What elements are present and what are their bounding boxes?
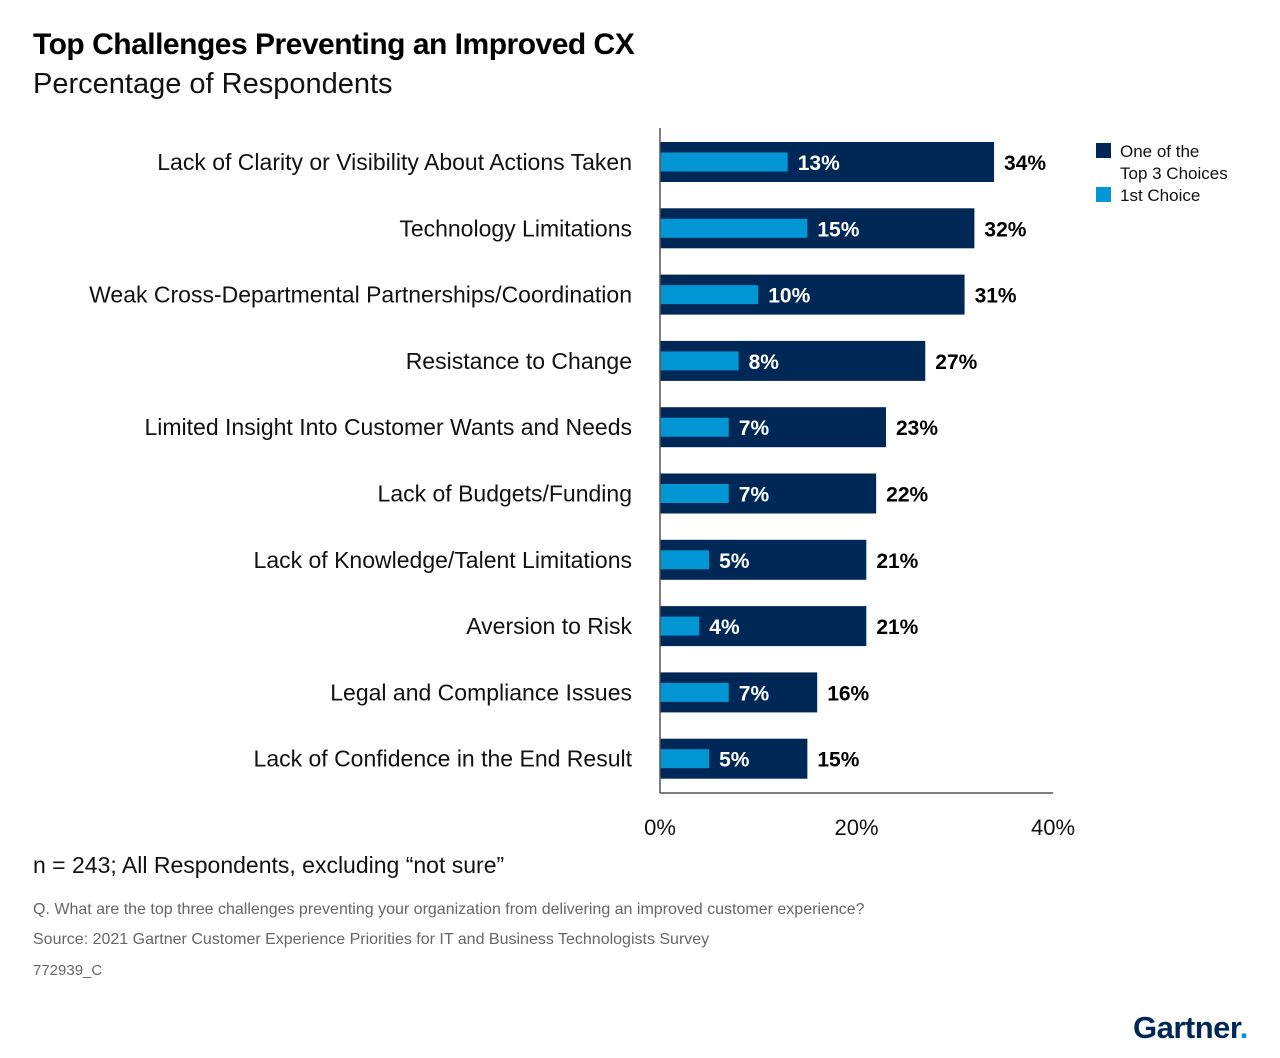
category-label: Lack of Clarity or Visibility About Acti… bbox=[157, 149, 632, 175]
top3-value-label: 34% bbox=[1004, 152, 1046, 175]
survey-question: Q. What are the top three challenges pre… bbox=[33, 901, 865, 918]
top3-value-label: 15% bbox=[817, 749, 859, 772]
first-choice-value-label: 7% bbox=[739, 484, 770, 507]
category-label: Resistance to Change bbox=[406, 348, 632, 374]
bar-first-choice bbox=[660, 152, 788, 172]
legend-swatch-first-choice bbox=[1096, 187, 1111, 202]
x-tick-label: 20% bbox=[834, 815, 878, 840]
bar-first-choice bbox=[660, 417, 729, 437]
bar-first-choice bbox=[660, 484, 729, 503]
top3-value-label: 16% bbox=[827, 682, 869, 705]
top3-value-label: 21% bbox=[876, 616, 918, 639]
legend-swatch-top3 bbox=[1096, 143, 1111, 158]
first-choice-value-label: 8% bbox=[749, 351, 780, 374]
bar-chart: Lack of Clarity or Visibility About Acti… bbox=[89, 128, 1228, 840]
first-choice-value-label: 7% bbox=[739, 417, 770, 440]
category-label: Technology Limitations bbox=[399, 215, 632, 241]
bar-first-choice bbox=[660, 351, 739, 371]
category-label: Lack of Budgets/Funding bbox=[378, 481, 632, 507]
top3-value-label: 31% bbox=[975, 285, 1017, 308]
top3-value-label: 23% bbox=[896, 417, 938, 440]
top3-value-label: 22% bbox=[886, 484, 928, 507]
chart-subtitle: Percentage of Respondents bbox=[33, 68, 393, 100]
document-code: 772939_C bbox=[33, 962, 103, 979]
bar-first-choice bbox=[660, 682, 729, 702]
logo-dot: . bbox=[1239, 1010, 1249, 1045]
bar-first-choice bbox=[660, 550, 710, 570]
category-label: Lack of Confidence in the End Result bbox=[254, 746, 633, 772]
legend-label: 1st Choice bbox=[1120, 186, 1200, 205]
first-choice-value-label: 5% bbox=[719, 749, 750, 772]
chart-title: Top Challenges Preventing an Improved CX bbox=[33, 28, 635, 61]
first-choice-value-label: 5% bbox=[719, 550, 750, 573]
category-label: Weak Cross-Departmental Partnerships/Coo… bbox=[89, 282, 632, 308]
first-choice-value-label: 13% bbox=[798, 152, 840, 175]
first-choice-value-label: 10% bbox=[768, 285, 810, 308]
top3-value-label: 21% bbox=[876, 550, 918, 573]
x-tick-label: 40% bbox=[1031, 815, 1075, 840]
bar-first-choice bbox=[660, 616, 700, 636]
first-choice-value-label: 4% bbox=[709, 616, 740, 639]
gartner-logo: Gartner. bbox=[1133, 1010, 1248, 1046]
legend-label: Top 3 Choices bbox=[1120, 164, 1228, 183]
category-label: Legal and Compliance Issues bbox=[330, 679, 632, 705]
logo-text: Gartner bbox=[1133, 1010, 1240, 1045]
x-tick-label: 0% bbox=[644, 815, 676, 840]
bar-first-choice bbox=[660, 218, 808, 238]
top3-value-label: 32% bbox=[984, 218, 1026, 241]
bar-first-choice bbox=[660, 749, 710, 769]
category-label: Aversion to Risk bbox=[466, 613, 632, 639]
top3-value-label: 27% bbox=[935, 351, 977, 374]
sample-note: n = 243; All Respondents, excluding “not… bbox=[33, 852, 505, 878]
first-choice-value-label: 15% bbox=[817, 218, 859, 241]
source-line: Source: 2021 Gartner Customer Experience… bbox=[33, 931, 710, 948]
category-label: Limited Insight Into Customer Wants and … bbox=[145, 414, 633, 440]
bar-first-choice bbox=[660, 285, 759, 305]
legend-label: One of the bbox=[1120, 142, 1199, 161]
category-label: Lack of Knowledge/Talent Limitations bbox=[254, 547, 632, 573]
first-choice-value-label: 7% bbox=[739, 682, 770, 705]
